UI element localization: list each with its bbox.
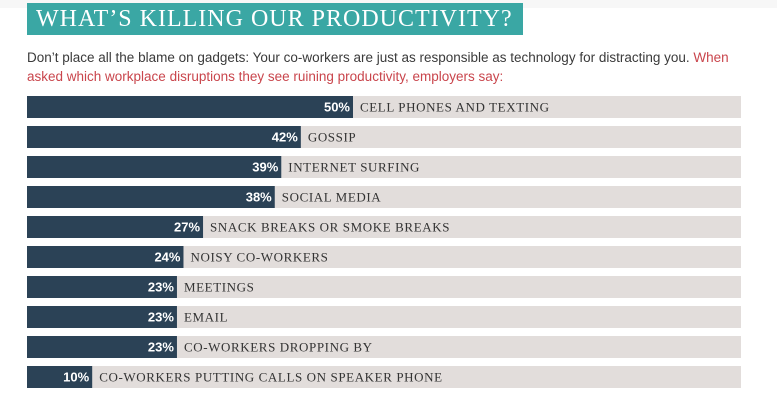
bar-row: 38% SOCIAL MEDIA — [27, 186, 741, 208]
bar — [27, 126, 301, 148]
bar — [27, 366, 93, 388]
bar-row: 50% CELL PHONES AND TEXTING — [27, 96, 741, 118]
bar-category-label: NOISY CO-WORKERS — [190, 250, 328, 265]
bar-value-label: 27% — [174, 220, 200, 235]
bar-row: 23% MEETINGS — [27, 276, 741, 298]
bar-value-label: 39% — [252, 160, 278, 175]
bar — [27, 156, 282, 178]
intro-highlight-text: When asked which workplace disruptions t… — [27, 50, 729, 84]
bar-row: 23% EMAIL — [27, 306, 741, 328]
bar-value-label: 50% — [324, 100, 350, 115]
bar-category-label: GOSSIP — [308, 130, 356, 145]
intro-text: Don’t place all the blame on gadgets: Yo… — [27, 50, 690, 65]
bar-value-label: 24% — [154, 250, 180, 265]
bar-value-label: 23% — [148, 340, 174, 355]
bar-track — [27, 276, 741, 298]
bar — [27, 186, 275, 208]
bar-row: 24% NOISY CO-WORKERS — [27, 246, 741, 268]
bar — [27, 306, 177, 328]
bar-category-label: CO-WORKERS PUTTING CALLS ON SPEAKER PHON… — [99, 370, 442, 385]
bar-row: 27% SNACK BREAKS OR SMOKE BREAKS — [27, 216, 741, 238]
bar-value-label: 23% — [148, 280, 174, 295]
bar-category-label: SNACK BREAKS OR SMOKE BREAKS — [210, 220, 450, 235]
bar-track — [27, 306, 741, 328]
bar-category-label: CELL PHONES AND TEXTING — [360, 100, 550, 115]
bar — [27, 96, 353, 118]
bar-value-label: 23% — [148, 310, 174, 325]
bar-row: 42% GOSSIP — [27, 126, 741, 148]
bar-track — [27, 336, 741, 358]
page-title: WHAT’S KILLING OUR PRODUCTIVITY? — [36, 5, 513, 32]
bar — [27, 336, 177, 358]
bar-category-label: SOCIAL MEDIA — [282, 190, 382, 205]
bar — [27, 246, 184, 268]
title-banner: WHAT’S KILLING OUR PRODUCTIVITY? — [27, 3, 523, 35]
bar — [27, 276, 177, 298]
bar-value-label: 10% — [63, 370, 89, 385]
bar — [27, 216, 204, 238]
bar-track — [27, 216, 741, 238]
bar-row: 39% INTERNET SURFING — [27, 156, 741, 178]
bar-row: 23% CO-WORKERS DROPPING BY — [27, 336, 741, 358]
bar-category-label: INTERNET SURFING — [288, 160, 420, 175]
bar-track — [27, 366, 741, 388]
bar-value-label: 38% — [246, 190, 272, 205]
bar-track — [27, 246, 741, 268]
bar-value-label: 42% — [272, 130, 298, 145]
bar-category-label: CO-WORKERS DROPPING BY — [184, 340, 373, 355]
bar-category-label: EMAIL — [184, 310, 228, 325]
bar-row: 10% CO-WORKERS PUTTING CALLS ON SPEAKER P… — [27, 366, 741, 388]
bar-category-label: MEETINGS — [184, 280, 255, 295]
intro-paragraph: Don’t place all the blame on gadgets: Yo… — [27, 48, 747, 86]
